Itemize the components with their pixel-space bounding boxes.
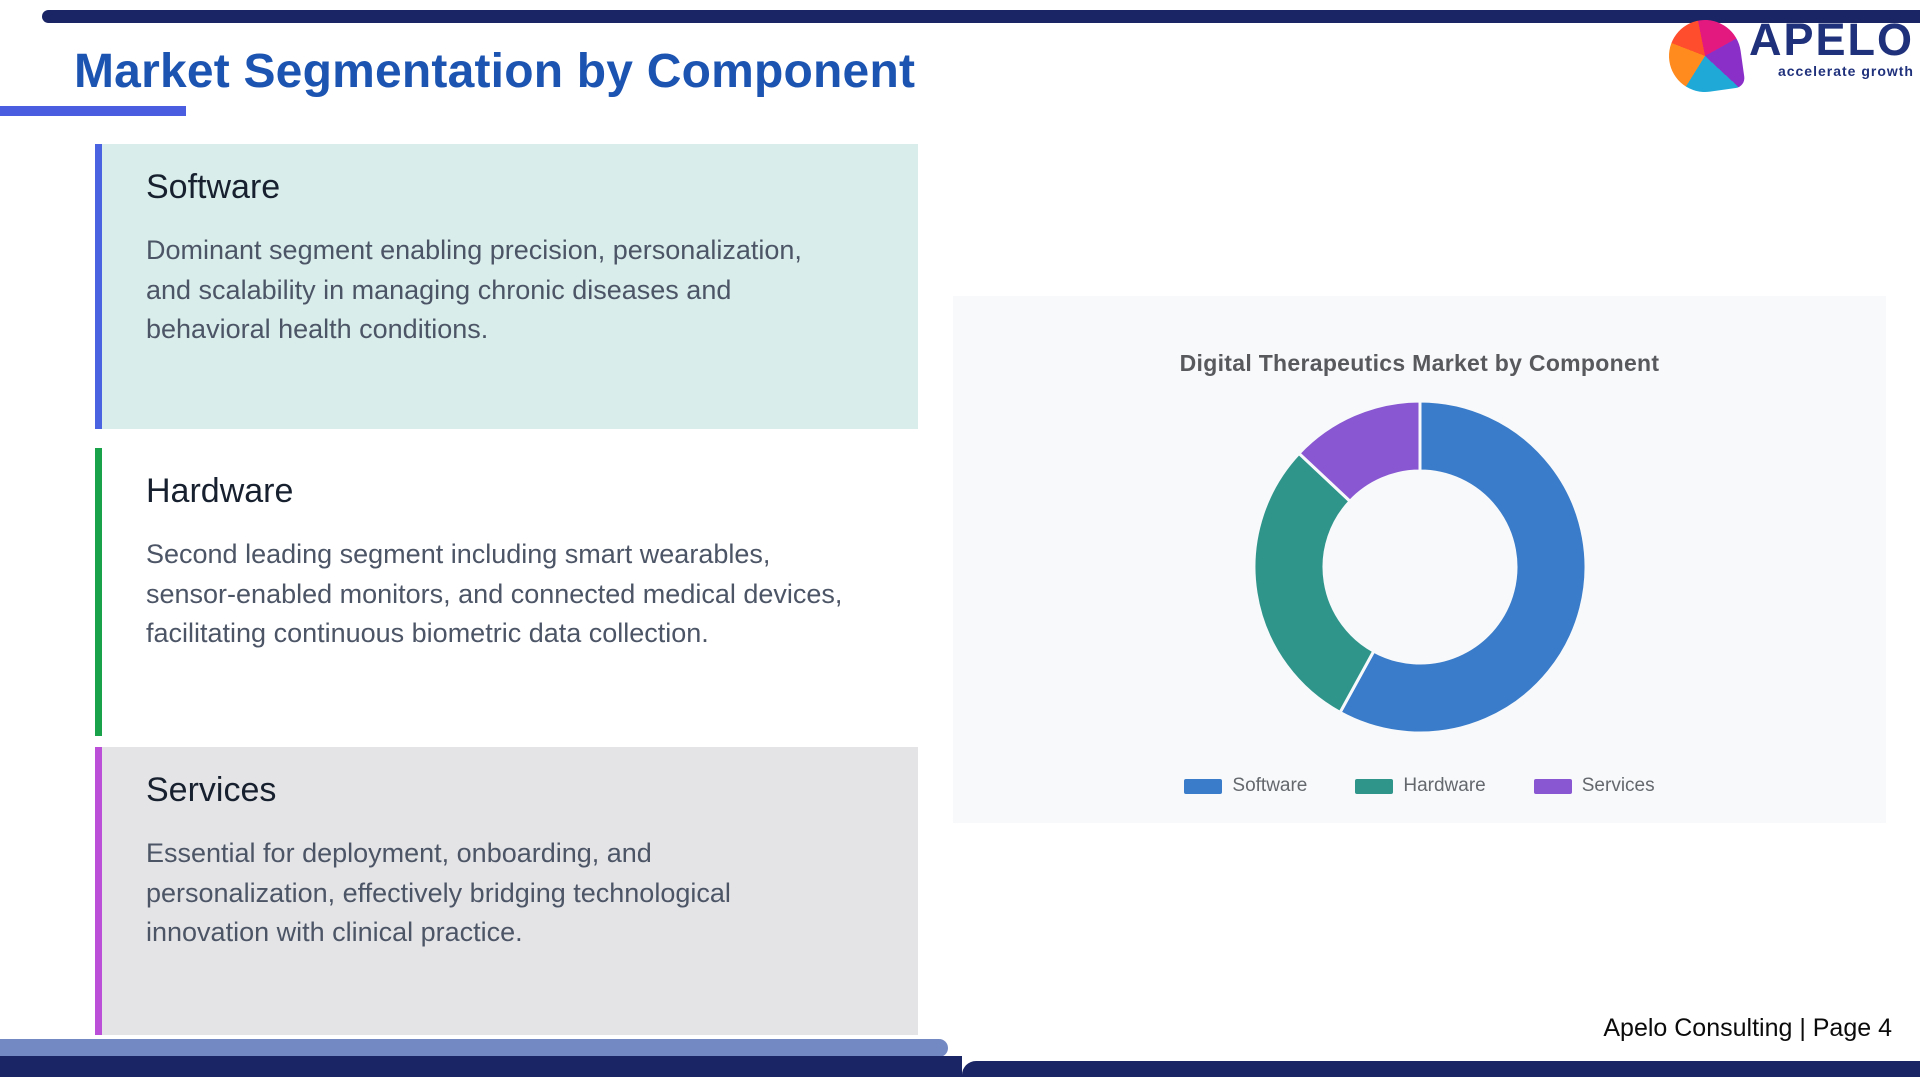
card-title: Hardware xyxy=(146,472,294,510)
card-services: Services Essential for deployment, onboa… xyxy=(95,747,918,1035)
card-body: Essential for deployment, onboarding, an… xyxy=(146,838,731,948)
footer-page-label: Apelo Consulting | Page 4 xyxy=(1603,1014,1892,1042)
apelo-pinwheel-icon xyxy=(1664,15,1746,97)
card-content: Services Essential for deployment, onboa… xyxy=(102,747,918,1035)
card-content: Software Dominant segment enabling preci… xyxy=(102,144,918,429)
donut-segment-services xyxy=(1296,399,1421,504)
legend-item-hardware: Hardware xyxy=(1355,775,1486,797)
logo-name: APELO xyxy=(1748,14,1914,65)
card-title: Software xyxy=(146,168,281,206)
page-title: Market Segmentation by Component xyxy=(74,45,916,98)
bottom-accent-bar xyxy=(0,1039,948,1057)
legend-label: Hardware xyxy=(1403,775,1486,796)
donut-segment-software xyxy=(1337,399,1587,735)
card-body: Dominant segment enabling precision, per… xyxy=(146,235,802,345)
apelo-logo: APELO accelerate growth xyxy=(1664,14,1914,97)
title-underline xyxy=(0,106,186,116)
legend-swatch-software xyxy=(1184,778,1223,794)
donut-segment-hardware xyxy=(1252,451,1376,715)
legend-swatch-hardware xyxy=(1355,778,1394,794)
card-content: Hardware Second leading segment includin… xyxy=(102,448,918,736)
legend-swatch-services xyxy=(1533,778,1572,794)
logo-tagline: accelerate growth xyxy=(1777,63,1914,80)
chart-legend: Software Hardware Services xyxy=(953,775,1886,797)
chart-title: Digital Therapeutics Market by Component xyxy=(1179,350,1660,376)
card-accent-bar xyxy=(95,144,102,429)
top-accent-bar xyxy=(42,10,1920,23)
card-accent-bar xyxy=(95,448,102,736)
bottom-navy-bar-left xyxy=(0,1056,962,1077)
bottom-navy-bar-right xyxy=(962,1061,1920,1077)
card-hardware: Hardware Second leading segment includin… xyxy=(95,448,918,736)
card-title: Services xyxy=(146,771,277,809)
card-body: Second leading segment including smart w… xyxy=(146,539,843,649)
card-accent-bar xyxy=(95,747,102,1035)
legend-item-software: Software xyxy=(1184,775,1307,797)
donut-chart xyxy=(1252,399,1587,735)
legend-label: Services xyxy=(1581,775,1655,796)
chart-panel: Digital Therapeutics Market by Component… xyxy=(953,296,1886,823)
card-software: Software Dominant segment enabling preci… xyxy=(95,144,918,429)
legend-label: Software xyxy=(1232,775,1308,796)
legend-item-services: Services xyxy=(1533,775,1655,797)
logo-text: APELO accelerate growth xyxy=(1748,14,1914,80)
